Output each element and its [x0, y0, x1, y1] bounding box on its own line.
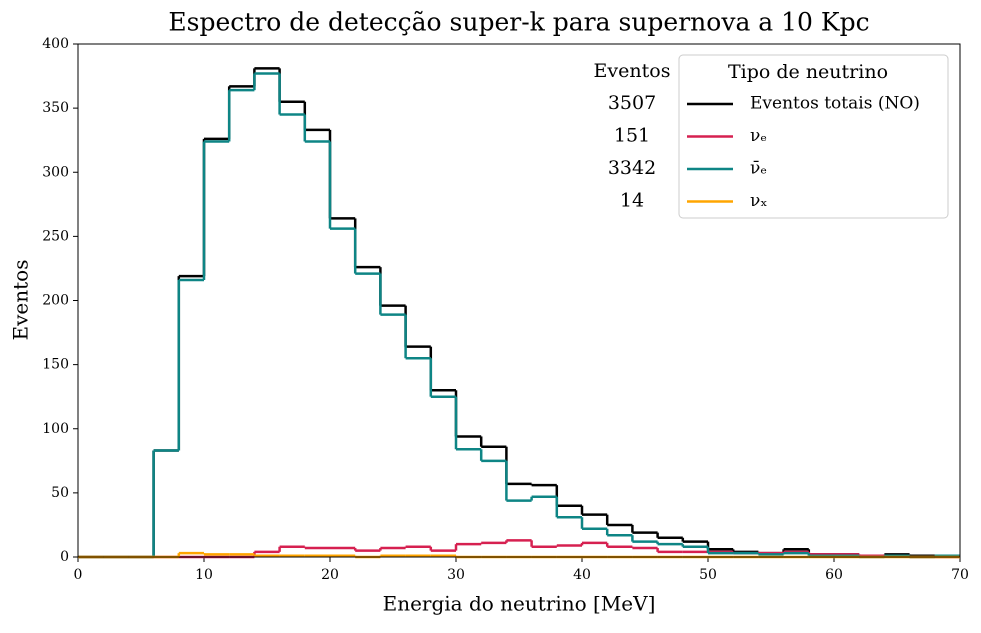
y-tick-label: 100: [42, 421, 69, 437]
count-label: 3342: [608, 157, 656, 179]
x-tick-label: 0: [74, 567, 83, 583]
x-axis-label: Energia do neutrino [MeV]: [383, 592, 656, 616]
x-tick-label: 60: [825, 567, 843, 583]
counts-header: Eventos: [594, 60, 671, 82]
y-tick-label: 400: [42, 36, 69, 52]
plot-frame: [77, 43, 961, 558]
y-tick-label: 350: [42, 100, 69, 116]
x-tick-label: 30: [447, 567, 465, 583]
y-tick-label: 250: [42, 228, 69, 244]
chart-title: Espectro de detecção super-k para supern…: [168, 8, 869, 37]
legend-box: [678, 54, 949, 219]
y-axis-label: Eventos: [9, 260, 33, 341]
y-tick-label: 300: [42, 164, 69, 180]
x-tick-label: 10: [195, 567, 213, 583]
x-tick-label: 70: [951, 567, 969, 583]
x-tick-label: 20: [321, 567, 339, 583]
legend-label: Eventos totais (NO): [750, 94, 920, 114]
legend-title: Tipo de neutrino: [728, 61, 888, 83]
x-tick-label: 50: [699, 567, 717, 583]
y-tick-label: 200: [42, 293, 69, 309]
legend-label: νₓ: [750, 191, 768, 211]
count-label: 3507: [608, 92, 656, 114]
count-label: 151: [614, 125, 650, 147]
y-tick-label: 0: [60, 549, 69, 565]
legend-label: νₑ: [750, 126, 767, 146]
count-label: 14: [620, 190, 644, 212]
y-tick-label: 50: [51, 485, 69, 501]
y-tick-label: 150: [42, 357, 69, 373]
x-tick-label: 40: [573, 567, 591, 583]
legend-label: ν̄ₑ: [750, 159, 767, 179]
